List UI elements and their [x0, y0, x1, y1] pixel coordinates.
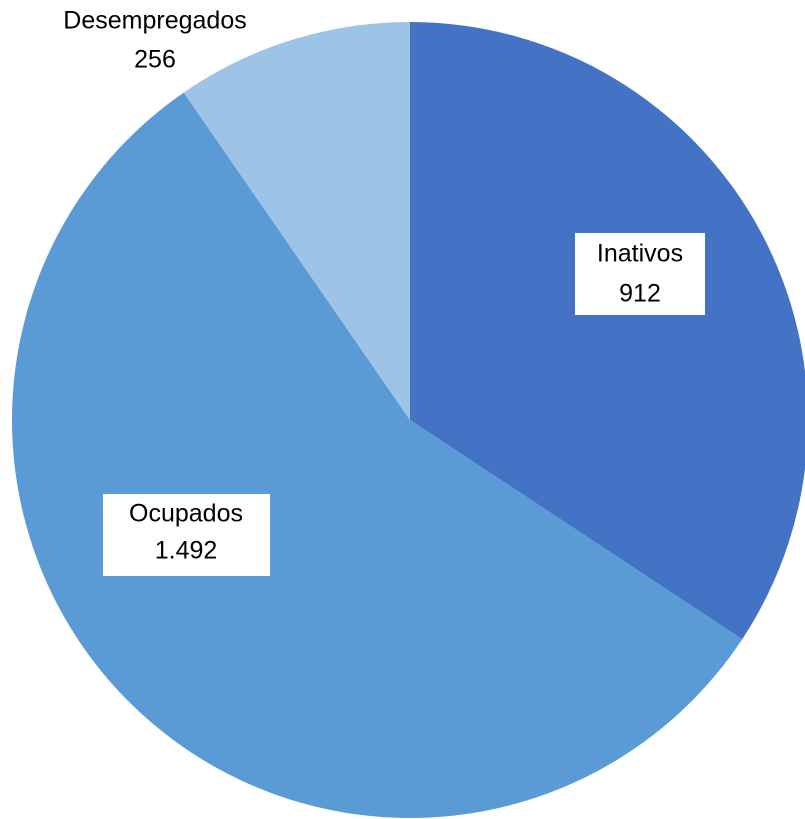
slice-label: Ocupados	[129, 500, 243, 528]
slice-label: Inativos	[597, 240, 683, 268]
label-box	[103, 494, 270, 576]
slice-label: Desempregados	[63, 7, 246, 35]
pie-slice	[12, 92, 743, 819]
label-box	[575, 233, 705, 315]
pie-slice	[410, 22, 805, 640]
value-label: 256	[134, 46, 176, 74]
pie-slice	[183, 22, 410, 420]
value-label: 912	[619, 280, 661, 308]
value-label: 1.492	[155, 537, 218, 565]
